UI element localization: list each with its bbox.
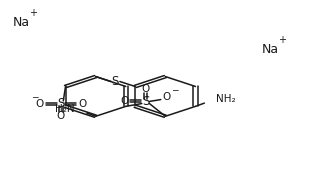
Text: H₂N: H₂N <box>55 104 75 114</box>
Text: O: O <box>162 92 170 102</box>
Text: −: − <box>31 92 38 101</box>
Text: −: − <box>171 85 179 94</box>
Text: S: S <box>142 95 149 108</box>
Text: O: O <box>57 111 65 121</box>
Text: Na: Na <box>262 43 279 56</box>
Text: O: O <box>142 84 150 94</box>
Text: Na: Na <box>13 16 30 29</box>
Text: S: S <box>57 97 65 110</box>
Text: O: O <box>35 99 43 109</box>
Text: O: O <box>120 96 128 106</box>
Text: S: S <box>112 75 119 88</box>
Text: O: O <box>78 99 86 109</box>
Text: NH₂: NH₂ <box>216 94 236 104</box>
Text: +: + <box>29 8 37 18</box>
Text: +: + <box>278 35 287 45</box>
